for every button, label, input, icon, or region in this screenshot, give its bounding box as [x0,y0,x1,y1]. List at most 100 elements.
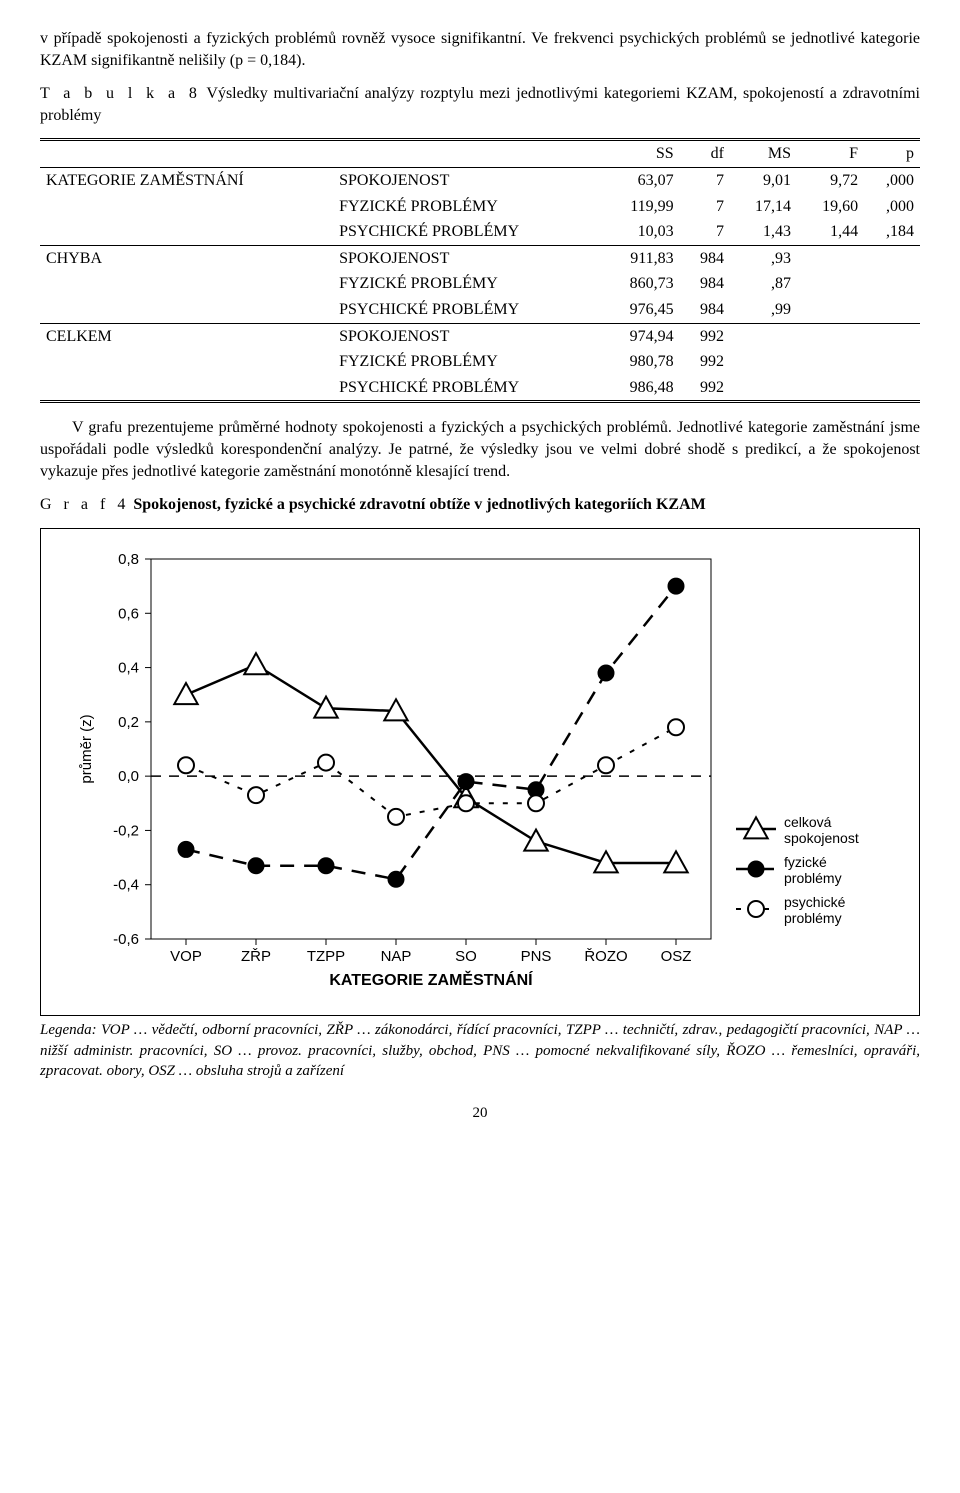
cell: 974,94 [601,323,679,349]
table-bottom-rule [40,402,920,404]
cell: 984 [680,297,730,323]
cell [864,323,920,349]
svg-text:celková: celková [784,814,832,830]
table-header-row: SS df MS F p [40,140,920,168]
cell: 19,60 [797,194,864,220]
row-name: PSYCHICKÉ PROBLÉMY [333,219,601,245]
cell [797,297,864,323]
cell: 980,78 [601,349,679,375]
graph-caption-title: Spokojenost, fyzické a psychické zdravot… [129,496,705,513]
cell: 7 [680,194,730,220]
svg-text:spokojenost: spokojenost [784,830,859,846]
svg-text:problémy: problémy [784,870,842,886]
cell: ,93 [730,245,797,271]
hdr-ss: SS [601,140,679,168]
legend-text: VOP … vědečtí, odborní pracovníci, ZŘP …… [40,1022,920,1079]
table-row: CELKEM SPOKOJENOST 974,94 992 [40,323,920,349]
cell [797,245,864,271]
svg-text:problémy: problémy [784,910,842,926]
cell: 119,99 [601,194,679,220]
svg-text:KATEGORIE ZAMĚSTNÁNÍ: KATEGORIE ZAMĚSTNÁNÍ [329,970,533,989]
svg-text:fyzické: fyzické [784,854,827,870]
cell: 860,73 [601,271,679,297]
table-caption: T a b u l k a 8 Výsledky multivariační a… [40,83,920,126]
cell [797,349,864,375]
cell [864,349,920,375]
chart-graf4: -0,6-0,4-0,20,00,20,40,60,8VOPZŘPTZPPNAP… [40,528,920,1017]
cell [864,375,920,402]
cell: 976,45 [601,297,679,323]
table-caption-label: T a b u l k a 8 [40,85,201,102]
svg-text:ŘOZO: ŘOZO [584,948,627,965]
cell: 9,01 [730,167,797,193]
svg-text:-0,6: -0,6 [113,931,139,948]
hdr-ms: MS [730,140,797,168]
svg-text:VOP: VOP [170,948,202,965]
cell [730,375,797,402]
cell [730,349,797,375]
cell: 10,03 [601,219,679,245]
cell: 992 [680,349,730,375]
cell: 984 [680,271,730,297]
cell: ,87 [730,271,797,297]
cell: ,184 [864,219,920,245]
svg-text:0,4: 0,4 [118,659,139,676]
cell [797,375,864,402]
row-name: SPOKOJENOST [333,167,601,193]
hdr-f: F [797,140,864,168]
row-name: FYZICKÉ PROBLÉMY [333,349,601,375]
cell [864,297,920,323]
cell: 7 [680,167,730,193]
graph-caption-label: G r a f 4 [40,496,129,513]
cell: 63,07 [601,167,679,193]
group-label: CHYBA [40,245,333,323]
hdr-blank1 [40,140,333,168]
group-label: CELKEM [40,323,333,402]
row-name: PSYCHICKÉ PROBLÉMY [333,297,601,323]
svg-text:TZPP: TZPP [307,948,345,965]
svg-text:-0,2: -0,2 [113,822,139,839]
hdr-p: p [864,140,920,168]
table-row: KATEGORIE ZAMĚSTNÁNÍ SPOKOJENOST 63,07 7… [40,167,920,193]
row-name: SPOKOJENOST [333,245,601,271]
svg-text:psychické: psychické [784,894,846,910]
anova-table: SS df MS F p KATEGORIE ZAMĚSTNÁNÍ SPOKOJ… [40,138,920,403]
hdr-blank2 [333,140,601,168]
intro-paragraph: v případě spokojenosti a fyzických probl… [40,28,920,71]
cell [797,271,864,297]
svg-text:SO: SO [455,948,477,965]
svg-text:NAP: NAP [381,948,412,965]
row-name: FYZICKÉ PROBLÉMY [333,271,601,297]
group-label: KATEGORIE ZAMĚSTNÁNÍ [40,167,333,245]
hdr-df: df [680,140,730,168]
cell: ,000 [864,167,920,193]
cell: 992 [680,375,730,402]
legend-label: Legenda: [40,1022,97,1038]
row-name: SPOKOJENOST [333,323,601,349]
svg-text:OSZ: OSZ [661,948,692,965]
cell: ,99 [730,297,797,323]
page-number: 20 [40,1103,920,1123]
graph-caption: G r a f 4 Spokojenost, fyzické a psychic… [40,494,920,516]
row-name: FYZICKÉ PROBLÉMY [333,194,601,220]
svg-text:0,2: 0,2 [118,714,139,731]
svg-text:PNS: PNS [521,948,552,965]
cell: 984 [680,245,730,271]
cell: 992 [680,323,730,349]
cell: 7 [680,219,730,245]
svg-text:0,8: 0,8 [118,551,139,568]
row-name: PSYCHICKÉ PROBLÉMY [333,375,601,402]
legend-paragraph: Legenda: VOP … vědečtí, odborní pracovní… [40,1020,920,1081]
svg-text:-0,4: -0,4 [113,876,139,893]
svg-text:ZŘP: ZŘP [241,948,271,965]
cell [864,271,920,297]
cell: 17,14 [730,194,797,220]
cell: 1,43 [730,219,797,245]
svg-text:0,6: 0,6 [118,605,139,622]
cell [864,245,920,271]
svg-text:průměr (z): průměr (z) [78,714,95,783]
discussion-paragraph: V grafu prezentujeme průměrné hodnoty sp… [40,417,920,482]
cell: 986,48 [601,375,679,402]
cell: ,000 [864,194,920,220]
cell: 1,44 [797,219,864,245]
